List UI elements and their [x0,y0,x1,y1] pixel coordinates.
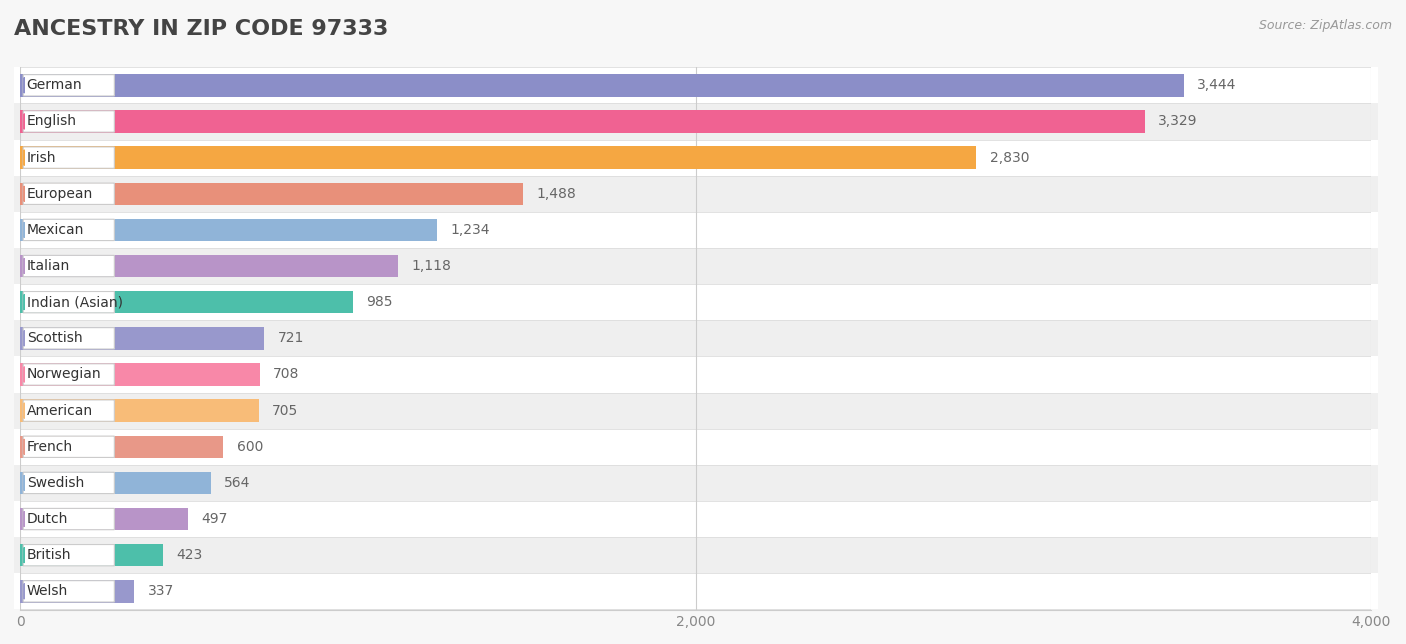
Text: ANCESTRY IN ZIP CODE 97333: ANCESTRY IN ZIP CODE 97333 [14,19,388,39]
FancyBboxPatch shape [22,436,114,457]
Bar [21,580,134,603]
FancyBboxPatch shape [22,328,114,349]
Bar [21,544,163,567]
FancyBboxPatch shape [22,111,114,132]
FancyBboxPatch shape [22,400,114,421]
FancyBboxPatch shape [14,212,1378,248]
FancyBboxPatch shape [22,545,114,566]
Bar [21,255,398,278]
Bar [21,471,211,494]
FancyBboxPatch shape [14,140,1378,176]
FancyBboxPatch shape [14,356,1378,393]
Text: French: French [27,440,73,454]
FancyBboxPatch shape [14,248,1378,284]
Text: 1,488: 1,488 [537,187,576,201]
Text: English: English [27,115,77,128]
FancyBboxPatch shape [14,573,1378,609]
Bar [21,219,437,241]
Text: Irish: Irish [27,151,56,165]
FancyBboxPatch shape [22,75,114,96]
FancyBboxPatch shape [14,501,1378,537]
Bar [21,363,260,386]
Text: 985: 985 [367,295,394,309]
Text: 1,118: 1,118 [412,259,451,273]
Bar [21,327,264,350]
Text: Indian (Asian): Indian (Asian) [27,295,122,309]
Text: Norwegian: Norwegian [27,368,101,381]
Bar [21,399,259,422]
Text: American: American [27,404,93,417]
FancyBboxPatch shape [22,364,114,385]
FancyBboxPatch shape [14,320,1378,356]
Text: Source: ZipAtlas.com: Source: ZipAtlas.com [1258,19,1392,32]
Bar [21,291,353,314]
FancyBboxPatch shape [14,465,1378,501]
Text: Mexican: Mexican [27,223,84,237]
FancyBboxPatch shape [22,256,114,277]
Text: 3,444: 3,444 [1197,79,1236,92]
Text: British: British [27,548,72,562]
FancyBboxPatch shape [14,284,1378,320]
Text: 708: 708 [273,368,299,381]
Text: 600: 600 [236,440,263,454]
FancyBboxPatch shape [14,429,1378,465]
Text: Welsh: Welsh [27,584,67,598]
Text: 1,234: 1,234 [451,223,491,237]
FancyBboxPatch shape [14,393,1378,429]
FancyBboxPatch shape [22,183,114,204]
FancyBboxPatch shape [22,147,114,168]
Bar [21,182,523,205]
Bar [21,435,224,458]
Bar [21,508,188,530]
FancyBboxPatch shape [14,537,1378,573]
Text: 2,830: 2,830 [990,151,1029,165]
Text: 497: 497 [202,512,228,526]
Text: 3,329: 3,329 [1159,115,1198,128]
Text: Scottish: Scottish [27,331,83,345]
FancyBboxPatch shape [22,219,114,241]
Bar [21,74,1184,97]
Text: European: European [27,187,93,201]
Text: Dutch: Dutch [27,512,67,526]
FancyBboxPatch shape [22,472,114,493]
FancyBboxPatch shape [14,104,1378,140]
Text: 721: 721 [277,331,304,345]
Bar [21,146,976,169]
Bar [21,110,1144,133]
FancyBboxPatch shape [22,581,114,602]
FancyBboxPatch shape [14,176,1378,212]
Text: 705: 705 [271,404,298,417]
FancyBboxPatch shape [22,508,114,530]
Text: Swedish: Swedish [27,476,84,490]
Text: Italian: Italian [27,259,70,273]
Text: 337: 337 [148,584,174,598]
Text: German: German [27,79,83,92]
Text: 423: 423 [177,548,202,562]
FancyBboxPatch shape [14,67,1378,104]
Text: 564: 564 [225,476,250,490]
FancyBboxPatch shape [22,292,114,313]
